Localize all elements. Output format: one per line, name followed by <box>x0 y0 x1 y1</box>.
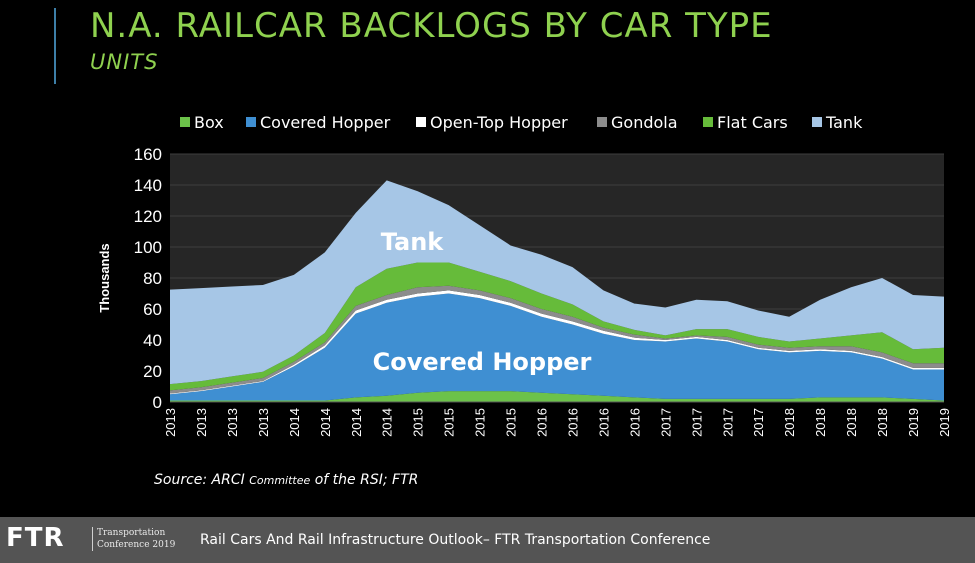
y-tick-label: 160 <box>134 145 162 164</box>
slide-title: N.A. RAILCAR BACKLOGS BY CAR TYPE <box>90 6 773 46</box>
legend-label-flat-cars: Flat Cars <box>717 113 788 132</box>
ftr-logo: FTR <box>6 523 65 553</box>
stacked-areas <box>170 180 944 402</box>
source-note: Source: ARCI Committee of the RSI; FTR <box>154 472 418 488</box>
x-tick-label: 2016 <box>596 408 611 437</box>
legend-label-covered-hopper: Covered Hopper <box>260 113 391 132</box>
legend: Box Covered Hopper Open-Top Hopper Gondola F… <box>180 113 863 132</box>
y-tick-label: 40 <box>143 331 162 350</box>
y-tick-label: 100 <box>134 238 162 257</box>
y-tick-label: 60 <box>143 300 162 319</box>
x-tick-label: 2018 <box>782 408 797 437</box>
legend-label-tank: Tank <box>825 113 863 132</box>
source-prefix: Source: ARCI <box>154 472 250 488</box>
footer-title: Rail Cars And Rail Infrastructure Outloo… <box>200 532 711 548</box>
x-tick-label: 2015 <box>473 408 488 437</box>
y-tick-label: 0 <box>153 393 162 412</box>
x-tick-label: 2018 <box>875 408 890 437</box>
source-suffix: of the RSI; FTR <box>310 472 419 488</box>
x-tick-label: 2018 <box>844 408 859 437</box>
x-tick-label: 2014 <box>349 408 364 437</box>
covered-hopper-annotation: Covered Hopper <box>373 348 592 376</box>
area-tank <box>170 180 944 385</box>
title-accent-bar <box>54 8 56 84</box>
conference-tag-line1: Transportation <box>97 528 166 538</box>
area-gondola <box>170 285 944 394</box>
area-open-top-hopper <box>170 290 944 395</box>
x-tick-label: 2016 <box>535 408 550 437</box>
x-tick-label: 2015 <box>442 408 457 437</box>
y-axis-label: Thousands <box>97 243 112 312</box>
x-tick-label: 2014 <box>318 408 333 437</box>
source-small-word: Committee <box>249 474 311 487</box>
area-covered-hopper <box>170 293 944 401</box>
y-tick-label: 20 <box>143 362 162 381</box>
conference-tag-line2: Conference 2019 <box>97 540 176 550</box>
x-tick-label: 2018 <box>813 408 828 437</box>
x-tick-label: 2019 <box>937 408 952 437</box>
legend-swatch-gondola <box>597 117 607 127</box>
x-tick-label: 2016 <box>627 408 642 437</box>
chart-annotations: Tank Covered Hopper <box>373 228 592 376</box>
y-tick-label: 140 <box>134 176 162 195</box>
x-tick-label: 2013 <box>225 408 240 437</box>
x-tick-label: 2014 <box>380 408 395 437</box>
railcar-backlog-chart: 0 20 40 60 80 100 120 140 160 Thousands 2013 2013 20… <box>97 113 952 437</box>
legend-label-open-top-hopper: Open-Top Hopper <box>430 113 568 132</box>
x-tick-label: 2017 <box>720 408 735 437</box>
conference-tag: Transportation Conference 2019 <box>92 527 175 551</box>
y-tick-label: 80 <box>143 269 162 288</box>
y-tick-label: 120 <box>134 207 162 226</box>
legend-swatch-open-top-hopper <box>416 117 426 127</box>
legend-swatch-box <box>180 117 190 127</box>
slide-subtitle: UNITS <box>90 50 159 74</box>
x-tick-label: 2014 <box>287 408 302 437</box>
x-tick-label: 2013 <box>256 408 271 437</box>
legend-label-box: Box <box>194 113 224 132</box>
x-tick-label: 2015 <box>411 408 426 437</box>
x-tick-label: 2019 <box>906 408 921 437</box>
footer-bar: FTR Transportation Conference 2019 Rail … <box>0 517 975 563</box>
legend-swatch-tank <box>812 117 822 127</box>
tank-annotation: Tank <box>381 228 445 256</box>
x-tick-label: 2017 <box>658 408 673 437</box>
area-flat-cars <box>170 262 944 391</box>
axes: 0 20 40 60 80 100 120 140 160 Thousands 2013 2013 20… <box>97 145 952 437</box>
x-tick-label: 2017 <box>751 408 766 437</box>
legend-label-gondola: Gondola <box>611 113 678 132</box>
area-box <box>170 391 944 402</box>
x-tick-label: 2013 <box>194 408 209 437</box>
x-tick-label: 2017 <box>689 408 704 437</box>
legend-swatch-covered-hopper <box>246 117 256 127</box>
x-tick-label: 2013 <box>163 408 178 437</box>
legend-swatch-flat-cars <box>703 117 713 127</box>
x-tick-label: 2015 <box>504 408 519 437</box>
x-tick-label: 2016 <box>565 408 580 437</box>
